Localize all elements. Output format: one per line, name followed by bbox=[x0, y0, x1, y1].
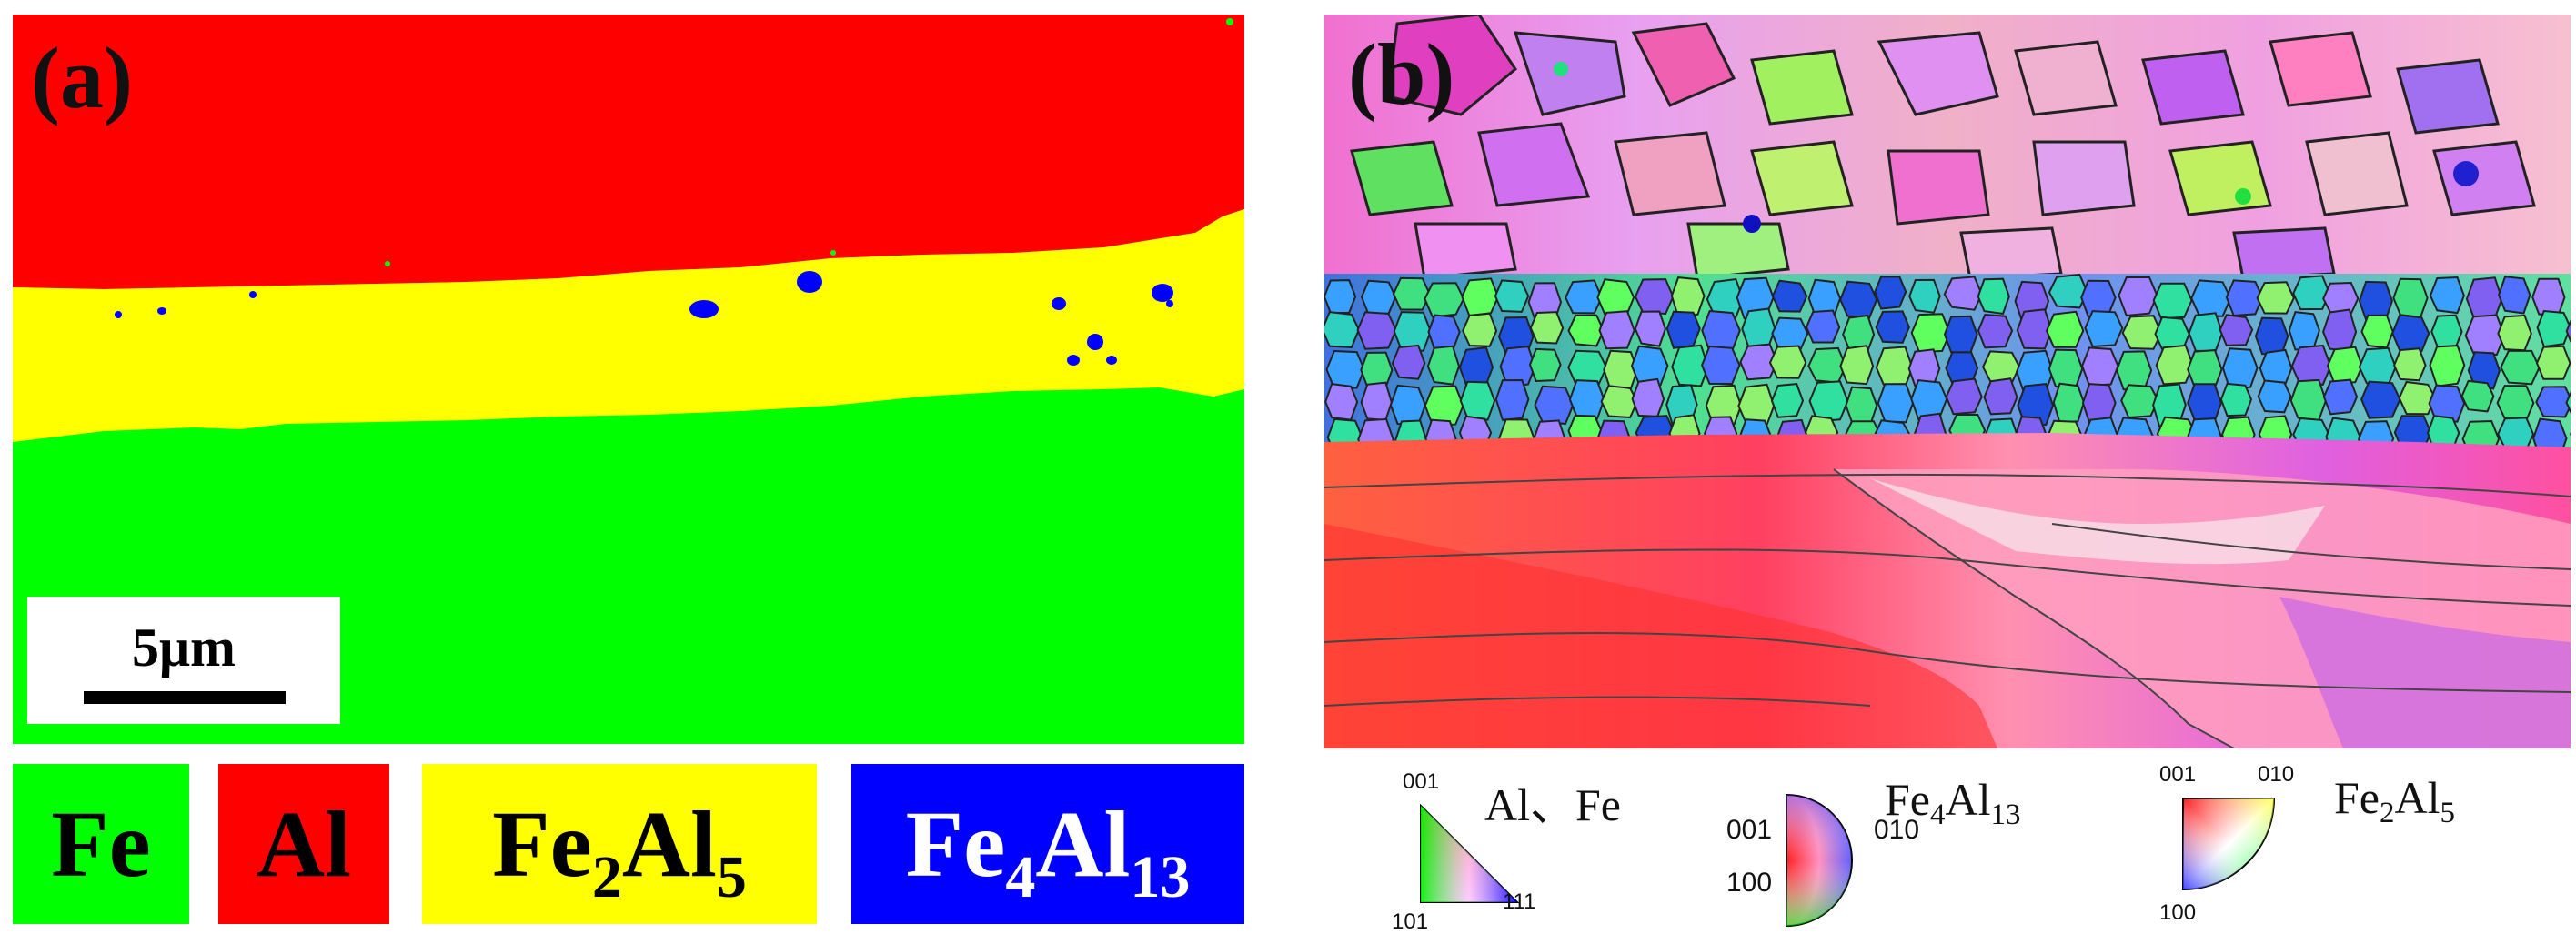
al-region bbox=[13, 15, 1244, 289]
legend-al: Al bbox=[218, 764, 389, 924]
ipf-fe4al13-010: 010 bbox=[1874, 815, 1920, 845]
top-grains bbox=[1350, 15, 2536, 280]
panel-a-label: (a) bbox=[31, 29, 133, 126]
bottom-light-grain bbox=[1870, 478, 2325, 565]
ipf-fe4al13-title: Fe4Al13 bbox=[1885, 774, 2021, 831]
ipf-al-fe-001: 001 bbox=[1403, 769, 1440, 794]
ipf-fe2al5-title: Fe2Al5 bbox=[2334, 772, 2455, 829]
ipf-fe4al13-001: 001 bbox=[1726, 815, 1773, 845]
ipf-fe2al5-100: 100 bbox=[2159, 900, 2197, 925]
legend-fe: Fe bbox=[13, 764, 189, 924]
legend-fe2al5: Fe2Al5 bbox=[422, 764, 817, 924]
ipf-key-al-fe-triangle bbox=[1420, 803, 1520, 903]
top-small-grains bbox=[1554, 62, 2479, 233]
fe4al13-particles bbox=[115, 271, 1173, 366]
legend-fe4al13-label: Fe4Al13 bbox=[905, 791, 1191, 910]
phase-map-panel-a: (a) 5μm bbox=[13, 15, 1244, 744]
fe2al5-region bbox=[13, 209, 1244, 442]
legend-fe2al5-label: Fe2Al5 bbox=[492, 791, 747, 910]
ipf-al-fe-111: 111 bbox=[1503, 889, 1536, 914]
bottom-violet-grain bbox=[2279, 597, 2571, 748]
fine-grains bbox=[1324, 273, 2571, 461]
scale-bar-label: 5μm bbox=[132, 618, 236, 678]
bottom-red-grain bbox=[1324, 524, 1997, 748]
ipf-fe4al13-100: 100 bbox=[1726, 868, 1773, 898]
legend-fe-label: Fe bbox=[51, 791, 151, 897]
ipf-fe2al5-001: 001 bbox=[2159, 762, 2197, 787]
scale-bar: 5μm bbox=[27, 597, 340, 724]
panel-b-label: (b) bbox=[1348, 25, 1455, 123]
ipf-fe2al5-010: 010 bbox=[2258, 762, 2295, 787]
ipf-key-fe2al5-quarterdisc bbox=[2182, 798, 2276, 891]
ipf-al-fe-title: Al、Fe bbox=[1484, 779, 1621, 830]
scale-bar-line bbox=[84, 691, 286, 704]
orientation-map-panel-b: (b) bbox=[1324, 15, 2571, 748]
bottom-boundaries bbox=[1324, 468, 2571, 748]
legend-fe4al13: Fe4Al13 bbox=[851, 764, 1244, 924]
legend-al-label: Al bbox=[257, 791, 351, 897]
ipf-al-fe-101: 101 bbox=[1392, 909, 1429, 934]
ipf-key-fe4al13-halfdisc bbox=[1786, 793, 1853, 928]
orientation-map-image bbox=[1324, 15, 2571, 748]
